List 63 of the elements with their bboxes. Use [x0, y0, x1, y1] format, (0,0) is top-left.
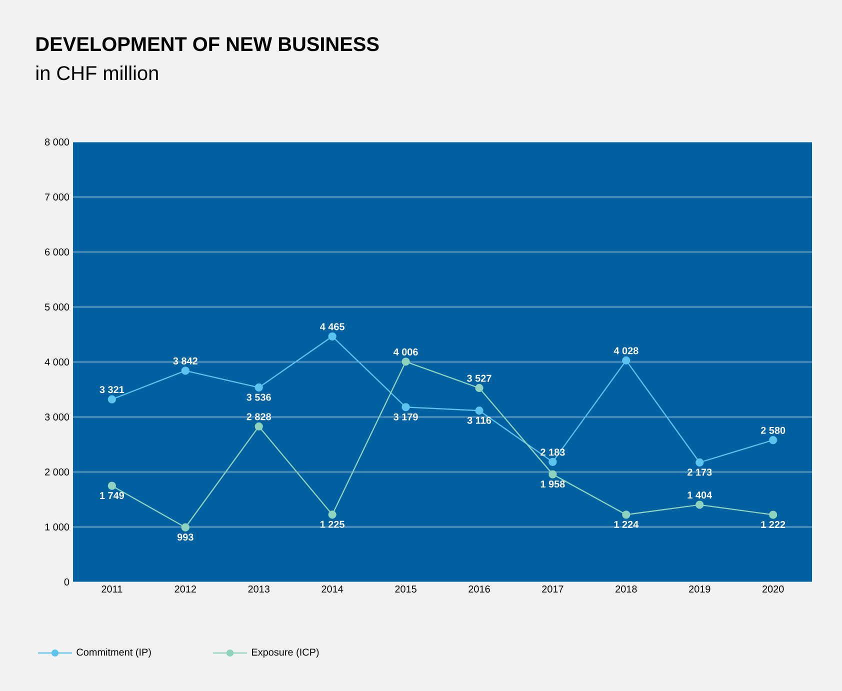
point — [254, 422, 263, 431]
y-tick-label: 2 000 — [45, 468, 70, 476]
point — [402, 403, 410, 412]
legend-label: Commitment (IP) — [76, 648, 151, 658]
point — [328, 510, 336, 519]
data-label: 4 465 — [320, 323, 344, 330]
data-label: 4 028 — [614, 347, 638, 354]
chart-title: DEVELOPMENT OF NEW BUSINESS — [36, 37, 379, 52]
point — [181, 523, 190, 532]
point — [622, 356, 630, 365]
data-label: 3 116 — [467, 416, 492, 424]
data-label: 3 536 — [246, 394, 271, 401]
point — [254, 383, 263, 392]
y-tick-label: 7 000 — [45, 193, 70, 201]
data-label: 3 842 — [173, 357, 198, 364]
y-tick-label: 6 000 — [45, 248, 70, 256]
data-label: 2 580 — [760, 426, 786, 434]
point — [475, 384, 484, 392]
chart-subtitle: in CHF million — [36, 66, 158, 80]
y-tick-label: 8 000 — [44, 138, 70, 146]
data-label: 1 225 — [320, 520, 344, 528]
data-label: 993 — [177, 534, 194, 541]
data-label: 2 173 — [687, 468, 712, 476]
data-label: 4 006 — [393, 348, 418, 356]
y-tick-label: 4 000 — [44, 358, 70, 366]
point — [768, 510, 778, 519]
y-tick-label: 5 000 — [44, 303, 70, 311]
y-tick-label: 0 — [64, 578, 70, 586]
data-label: 1 224 — [614, 520, 639, 528]
data-label: 3 527 — [467, 374, 492, 382]
point — [696, 500, 704, 509]
data-label: 1 958 — [540, 480, 565, 488]
x-tick-label: 2019 — [689, 586, 710, 593]
x-tick-label: 2020 — [762, 586, 784, 593]
data-label: 1 749 — [100, 492, 124, 500]
x-tick-label: 2017 — [542, 586, 564, 593]
point — [108, 482, 116, 490]
point — [181, 366, 190, 375]
point — [108, 395, 116, 404]
x-tick-label: 2013 — [248, 586, 270, 593]
point — [696, 458, 704, 467]
legend-label: Exposure (ICP) — [252, 648, 319, 658]
x-tick-label: 2014 — [322, 586, 344, 593]
y-tick-label: 3 000 — [44, 413, 70, 421]
x-tick-label: 2016 — [468, 586, 490, 593]
data-label: 1 222 — [761, 520, 786, 528]
data-label: 3 321 — [100, 386, 124, 394]
data-label: 3 179 — [394, 413, 418, 420]
point — [548, 470, 557, 478]
point — [328, 332, 336, 341]
y-tick-label: 1 000 — [45, 523, 70, 531]
point — [622, 510, 630, 519]
point — [768, 436, 778, 444]
x-tick-label: 2012 — [174, 586, 196, 593]
x-tick-label: 2018 — [616, 586, 637, 593]
point — [548, 458, 557, 466]
data-label: 2 183 — [540, 448, 565, 456]
x-tick-label: 2011 — [102, 586, 122, 593]
point — [402, 358, 410, 366]
x-tick-label: 2015 — [395, 586, 416, 593]
point — [475, 406, 484, 415]
data-label: 2 828 — [246, 413, 271, 420]
data-label: 1 404 — [688, 492, 712, 499]
